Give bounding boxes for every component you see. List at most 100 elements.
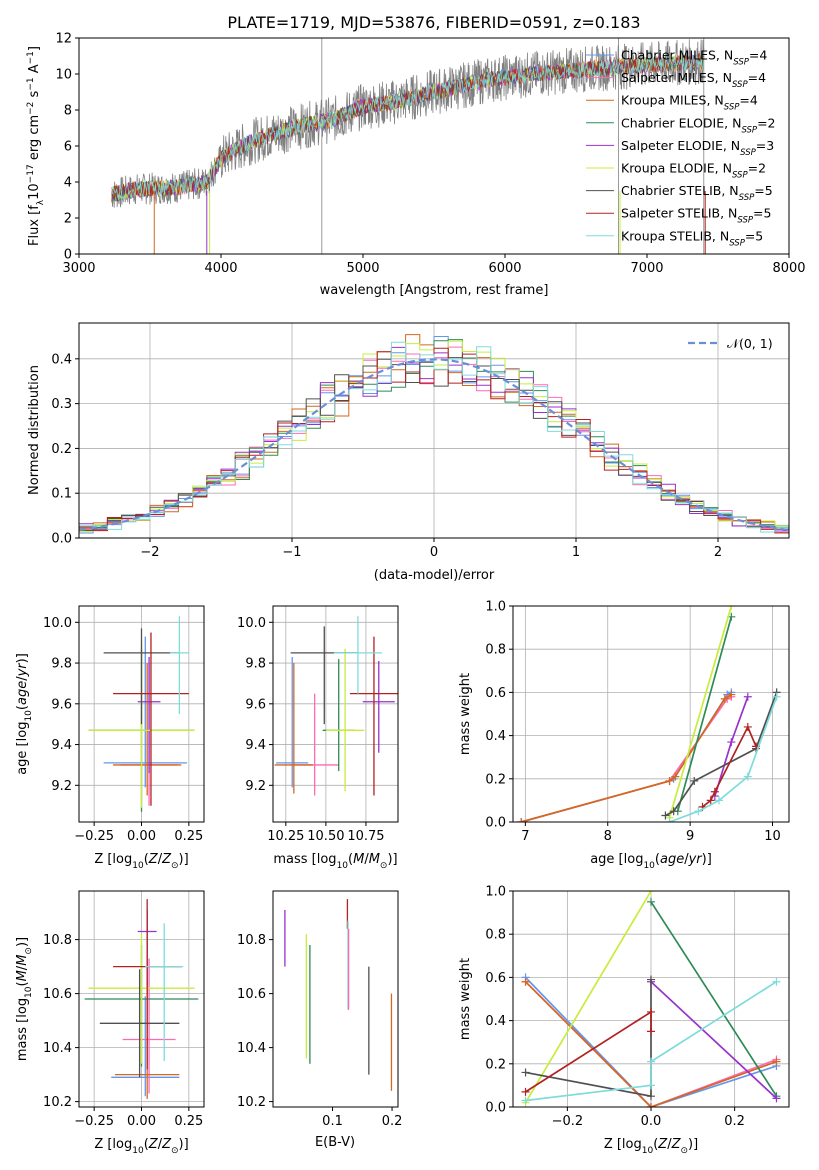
panel-spectrum: 3000 4000 5000 6000 7000 8000 0 2 4 6 8 10 12 wavelen… bbox=[26, 32, 806, 299]
weight-marker-kroupa_stelib bbox=[743, 772, 752, 781]
weight-marker-kroupa_stelib bbox=[772, 692, 781, 701]
figure-title: PLATE=1719, MJD=53876, FIBERID=0591, z=0… bbox=[227, 13, 640, 32]
weight-marker-chabrier_stelib bbox=[647, 975, 655, 984]
model-spectrum-kroupa_stelib bbox=[111, 54, 705, 200]
weight-line-kroupa_stelib bbox=[525, 980, 777, 1102]
x-tick-label: 2 bbox=[714, 545, 722, 560]
x-tick-label: 8 bbox=[604, 829, 612, 844]
x-tick-label: 10 bbox=[764, 829, 781, 844]
weight-marker-kroupa_miles bbox=[517, 818, 526, 822]
x-tick-label: 0.25 bbox=[174, 1114, 203, 1129]
panel-mass_vs_Z: −0.25 0.00 0.25 10.2 10.4 10.6 10.8 Z [log10(Z/… bbox=[15, 890, 205, 1156]
x-tick-label: 0.0 bbox=[641, 1114, 662, 1129]
plot-area bbox=[84, 899, 199, 1099]
weight-marker-chabrier_stelib bbox=[647, 1092, 655, 1101]
panel-age_vs_mass: 10.25 10.50 10.75 9.2 9.4 9.6 9.8 10.0 mass [log… bbox=[237, 605, 399, 871]
x-axis-label: wavelength [Angstrom, rest frame] bbox=[320, 283, 549, 298]
weight-marker-chabrier_stelib bbox=[669, 807, 678, 816]
y-tick-label: 0.8 bbox=[485, 928, 506, 943]
y-tick-label: 9.6 bbox=[245, 697, 266, 712]
y-tick-label: 0.0 bbox=[485, 1101, 506, 1116]
x-tick-label: −0.25 bbox=[74, 1114, 114, 1129]
weight-marker-kroupa_stelib bbox=[521, 1096, 530, 1105]
x-tick-label: 9 bbox=[686, 829, 694, 844]
x-tick-label: 0.1 bbox=[322, 1114, 343, 1129]
y-axis-label: mass [log10(M/M⊙)] bbox=[15, 937, 34, 1061]
y-tick-label: 10.4 bbox=[43, 1041, 72, 1056]
weight-marker-kroupa_miles bbox=[720, 694, 729, 703]
y-tick-label: 0.4 bbox=[485, 729, 506, 744]
weight-marker-salpeter_stelib bbox=[710, 787, 719, 796]
x-tick-label: 4000 bbox=[204, 261, 237, 276]
x-axis-label: age [log10(age/yr)] bbox=[590, 852, 712, 871]
y-tick-label: 10.2 bbox=[43, 1095, 72, 1110]
plot-area bbox=[284, 899, 393, 1091]
y-tick-label: 12 bbox=[55, 32, 72, 47]
y-axis-label: age [log10(age/yr)] bbox=[15, 653, 34, 775]
axes: −0.25 0.00 0.25 9.2 9.4 9.6 9.8 10.0 Z [log10(Z/… bbox=[15, 605, 205, 871]
y-tick-label: 9.2 bbox=[51, 779, 72, 794]
weight-marker-kroupa_miles bbox=[665, 776, 674, 785]
weight-marker-salpeter_stelib bbox=[647, 1007, 655, 1016]
legend-label-chabrier_stelib: Chabrier STELIB, NSSP=5 bbox=[621, 183, 773, 203]
y-tick-label: 0.1 bbox=[51, 487, 72, 502]
axes: 0.1 0.2 10.2 10.4 10.6 10.8 bbox=[237, 890, 402, 1129]
y-tick-label: 0.8 bbox=[485, 643, 506, 658]
axes: 7 8 9 10 0.0 0.2 0.4 0.6 0.8 1.0 age [log10(age/yr… bbox=[458, 600, 790, 871]
y-tick-label: 0.0 bbox=[485, 816, 506, 831]
weight-line-kroupa_miles bbox=[524, 981, 777, 1107]
x-tick-label: 3000 bbox=[62, 261, 95, 276]
y-axis-label: Normed distribution bbox=[27, 365, 42, 495]
weight-marker-salpeter_stelib bbox=[743, 722, 752, 731]
y-tick-label: 0.2 bbox=[485, 772, 506, 787]
weight-marker-salpeter_stelib bbox=[521, 1087, 530, 1096]
y-tick-label: 9.6 bbox=[51, 697, 72, 712]
y-axis-label: Flux [fλ10−17 erg cm−2 s−1 A−1] bbox=[26, 46, 46, 246]
weight-marker-kroupa_stelib bbox=[772, 977, 781, 986]
plot-area bbox=[111, 38, 706, 254]
x-tick-label: 5000 bbox=[346, 261, 379, 276]
x-tick-label: 6000 bbox=[488, 261, 521, 276]
weight-marker-chabrier_stelib bbox=[661, 811, 670, 820]
y-tick-label: 10.0 bbox=[237, 616, 266, 631]
plot-area bbox=[274, 616, 398, 796]
y-tick-label: 0.6 bbox=[485, 971, 506, 986]
weight-marker-kroupa_elodie bbox=[647, 891, 655, 895]
x-axis-label: Z [log10(Z/Z⊙)] bbox=[604, 1137, 698, 1156]
legend-label-salpeter_stelib: Salpeter STELIB, NSSP=5 bbox=[621, 206, 771, 226]
weight-marker-salpeter_elodie bbox=[727, 738, 736, 747]
weight-marker-chabrier_elodie bbox=[647, 897, 655, 906]
legend-label-chabrier_miles: Chabrier MILES, NSSP=4 bbox=[621, 48, 767, 68]
panel-mass_vs_EBV: 0.1 0.2 10.2 10.4 10.6 10.8 bbox=[237, 890, 402, 1129]
y-tick-label: 1.0 bbox=[485, 885, 506, 900]
gaussian-reference-line bbox=[79, 358, 789, 532]
weight-marker-kroupa_stelib bbox=[665, 818, 674, 822]
weight-line-chabrier_miles bbox=[524, 976, 777, 1107]
y-tick-label: 10.6 bbox=[43, 987, 72, 1002]
weight-line-kroupa_elodie bbox=[524, 891, 652, 1104]
x-axis-label-ebv: E(B-V) bbox=[315, 1135, 355, 1150]
y-tick-label: 8 bbox=[64, 104, 72, 119]
weight-marker-kroupa_miles bbox=[647, 1103, 655, 1107]
x-tick-label: −1 bbox=[282, 545, 301, 560]
y-tick-label: 0.4 bbox=[51, 352, 72, 367]
weight-marker-kroupa_elodie bbox=[727, 606, 736, 610]
weight-marker-chabrier_stelib bbox=[521, 1068, 530, 1077]
x-tick-label: 10.50 bbox=[307, 829, 344, 844]
axes-frame bbox=[512, 605, 790, 823]
weight-marker-kroupa_miles bbox=[521, 977, 530, 986]
plot-area bbox=[521, 891, 781, 1107]
x-tick-label: 0.25 bbox=[174, 829, 203, 844]
axes: 10.25 10.50 10.75 9.2 9.4 9.6 9.8 10.0 mass [log… bbox=[237, 605, 399, 871]
weight-marker-kroupa_stelib bbox=[647, 1057, 655, 1066]
panel-age_vs_Z: −0.25 0.00 0.25 9.2 9.4 9.6 9.8 10.0 Z [log10(Z/… bbox=[15, 605, 205, 871]
weight-marker-kroupa_miles bbox=[727, 690, 736, 699]
y-tick-label: 0.2 bbox=[485, 1057, 506, 1072]
x-tick-label: 7 bbox=[521, 829, 529, 844]
x-tick-label: 10.25 bbox=[267, 829, 304, 844]
plot-area bbox=[79, 334, 789, 534]
legend-label-chabrier_elodie: Chabrier ELODIE, NSSP=2 bbox=[621, 115, 776, 135]
x-tick-label: 7000 bbox=[630, 261, 663, 276]
